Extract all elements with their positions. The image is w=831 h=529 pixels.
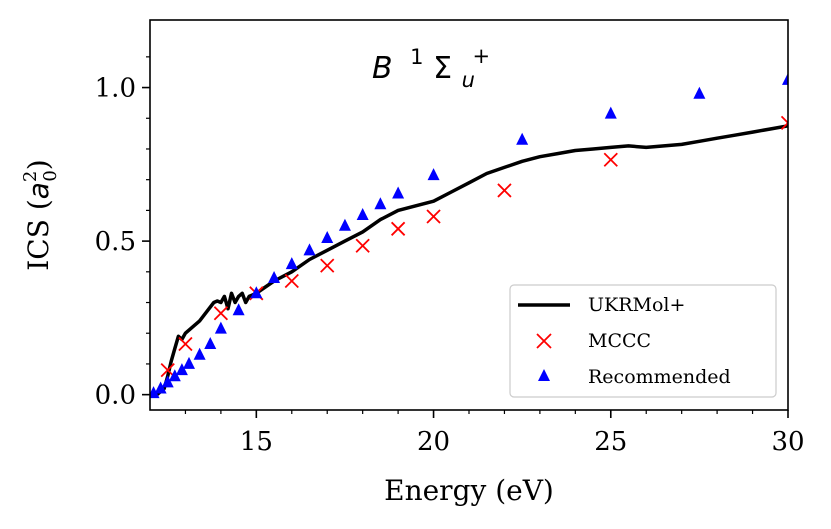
- chart-title: B 1 Σ u +: [372, 37, 490, 95]
- recommended-point: [782, 72, 788, 85]
- mccc-point: [213, 306, 229, 321]
- x-tick-label: 30: [771, 427, 804, 457]
- recommended-point: [321, 231, 334, 244]
- legend-triangle-recommended: [538, 369, 550, 381]
- y-tick-label: 0.5: [95, 227, 136, 257]
- y-label-sub: 0: [40, 170, 61, 181]
- title-letter: B: [372, 51, 393, 86]
- title-symbol: Σ: [433, 51, 452, 86]
- mccc-point: [603, 152, 618, 167]
- legend-label-mccc: MCCC: [588, 330, 651, 352]
- recommended-point: [356, 208, 369, 220]
- y-label-var: a: [22, 182, 55, 199]
- recommended-point: [193, 347, 206, 360]
- mccc-point: [284, 273, 299, 289]
- mccc-point: [390, 221, 406, 236]
- recommended-point: [268, 270, 281, 283]
- recommended-point: [516, 132, 529, 145]
- series-line-ukrmol: [155, 124, 788, 396]
- recommended-point: [250, 286, 263, 299]
- recommended-point: [693, 86, 706, 99]
- recommended-point: [214, 321, 227, 334]
- recommended-point: [374, 197, 387, 210]
- y-label-suffix: ): [22, 159, 55, 170]
- y-axis-label: ICS (a20): [20, 159, 61, 271]
- mccc-point: [426, 209, 441, 224]
- mccc-point: [178, 336, 193, 352]
- recommended-point: [232, 303, 245, 316]
- legend-label-recommended: Recommended: [588, 366, 731, 388]
- x-axis-label: Energy (eV): [384, 474, 554, 507]
- recommended-point: [168, 369, 181, 382]
- legend-label-ukrmol: UKRMol+: [588, 294, 685, 316]
- y-tick-label: 0.0: [95, 381, 136, 411]
- y-label-prefix: ICS (: [22, 199, 55, 271]
- mccc-point: [320, 258, 335, 273]
- recommended-point: [285, 257, 298, 270]
- recommended-point: [204, 336, 217, 349]
- recommended-point: [154, 381, 167, 394]
- recommended-point: [150, 386, 160, 399]
- y-label-sup: 2: [20, 171, 41, 182]
- recommended-point: [338, 218, 351, 231]
- x-tick-label: 25: [594, 427, 627, 457]
- legend-x-marker-mccc: [536, 333, 552, 349]
- mccc-point: [497, 183, 512, 198]
- series-layer: [150, 72, 788, 399]
- recommended-point: [604, 106, 617, 119]
- mccc-point: [355, 238, 370, 253]
- recommended-point: [427, 168, 440, 181]
- title-sup2: +: [472, 44, 490, 68]
- x-tick-label: 15: [240, 427, 273, 457]
- title-sup: 1: [410, 45, 423, 69]
- legend: UKRMol+ MCCC Recommended: [509, 284, 777, 398]
- mccc-point: [160, 362, 175, 378]
- mccc-point: [780, 115, 788, 131]
- recommended-point: [175, 363, 188, 376]
- title-sub: u: [462, 68, 475, 92]
- x-tick-label: 20: [417, 427, 450, 457]
- recommended-point: [161, 375, 174, 388]
- y-tick-label: 1.0: [95, 74, 136, 104]
- legend-box: [509, 284, 777, 398]
- ticks-layer: 15 20 25 30 0.0 0.5 1.0: [95, 56, 805, 457]
- recommended-point: [392, 186, 405, 199]
- recommended-point: [303, 243, 316, 256]
- recommended-point: [182, 356, 195, 369]
